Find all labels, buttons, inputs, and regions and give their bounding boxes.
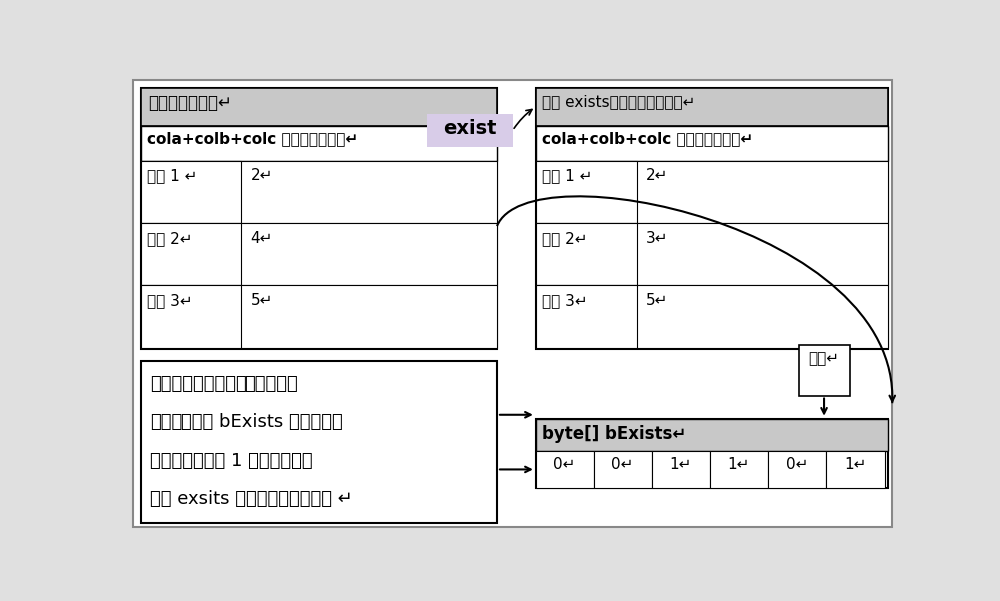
Text: 0↵: 0↵ xyxy=(786,457,808,472)
Bar xyxy=(536,160,637,223)
Text: cola+colb+colc 组合后的编码值↵: cola+colb+colc 组合后的编码值↵ xyxy=(147,132,358,147)
Bar xyxy=(536,419,888,488)
Text: 记录 2↵: 记录 2↵ xyxy=(147,231,192,246)
Bar xyxy=(140,88,497,349)
Bar xyxy=(710,451,768,488)
Text: 右侧 exists过滤条件数据列表↵: 右侧 exists过滤条件数据列表↵ xyxy=(542,94,695,109)
Text: 2↵: 2↵ xyxy=(251,168,273,183)
Bar xyxy=(536,285,888,348)
Bar xyxy=(140,223,497,285)
Text: 5↵: 5↵ xyxy=(251,293,273,308)
Text: 标值，如果值为 1 则表当前记录: 标值，如果值为 1 则表当前记录 xyxy=(150,452,312,470)
Text: byte[] bExists↵: byte[] bExists↵ xyxy=(542,425,686,443)
Bar xyxy=(140,160,497,223)
Bar xyxy=(140,160,241,223)
Bar xyxy=(536,160,888,223)
Bar xyxy=(536,223,637,285)
Bar xyxy=(536,285,637,348)
Bar xyxy=(140,88,497,126)
Text: 4↵: 4↵ xyxy=(251,231,273,246)
Text: 0↵: 0↵ xyxy=(553,457,576,472)
Bar xyxy=(594,451,652,488)
Bar xyxy=(427,114,512,147)
Text: exist: exist xyxy=(443,119,497,138)
Text: 记录 2↵: 记录 2↵ xyxy=(542,231,587,246)
Text: cola+colb+colc 组合后的编码值↵: cola+colb+colc 组合后的编码值↵ xyxy=(542,132,753,147)
Bar xyxy=(140,285,497,348)
Text: 编码值为数: 编码值为数 xyxy=(244,375,298,392)
Text: 记录 1 ↵: 记录 1 ↵ xyxy=(147,168,197,183)
Bar xyxy=(536,88,888,126)
Text: 左侧待过滤数据↵: 左侧待过滤数据↵ xyxy=(148,94,232,112)
Bar xyxy=(140,223,241,285)
Bar xyxy=(652,451,710,488)
Text: 遍历数据，使用当前: 遍历数据，使用当前 xyxy=(150,375,247,392)
Bar xyxy=(536,451,594,488)
Text: 转化↵: 转化↵ xyxy=(809,352,840,367)
Bar xyxy=(536,223,888,285)
Text: 1↵: 1↵ xyxy=(669,457,692,472)
Text: ，找出 bExists 数组对应下: ，找出 bExists 数组对应下 xyxy=(181,413,343,432)
Text: 记录 1 ↵: 记录 1 ↵ xyxy=(542,168,592,183)
Text: 3↵: 3↵ xyxy=(646,231,668,246)
Bar xyxy=(140,126,497,160)
Text: 符合 exsits 条件，反之不成立。 ↵: 符合 exsits 条件，反之不成立。 ↵ xyxy=(150,490,353,508)
Bar xyxy=(768,451,826,488)
Bar xyxy=(536,88,888,349)
Text: 0↵: 0↵ xyxy=(611,457,634,472)
Bar xyxy=(799,346,850,395)
Text: 记录 3↵: 记录 3↵ xyxy=(147,293,192,308)
Text: 2↵: 2↵ xyxy=(646,168,668,183)
Text: 组下标: 组下标 xyxy=(150,413,182,432)
Text: 1↵: 1↵ xyxy=(728,457,750,472)
Text: 记录 3↵: 记录 3↵ xyxy=(542,293,588,308)
Bar xyxy=(536,419,888,451)
Bar xyxy=(140,361,497,523)
Text: 5↵: 5↵ xyxy=(646,293,668,308)
Bar xyxy=(536,126,888,160)
Text: 1↵: 1↵ xyxy=(844,457,866,472)
Bar xyxy=(826,451,885,488)
Bar xyxy=(140,285,241,348)
